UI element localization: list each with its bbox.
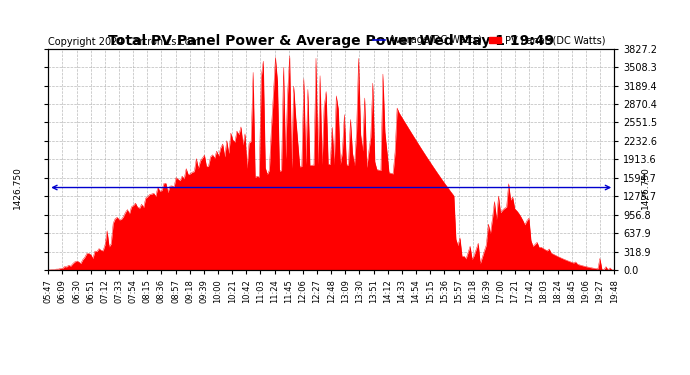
Text: 1426.750: 1426.750	[641, 166, 650, 209]
Text: Copyright 2024 Cartronics.com: Copyright 2024 Cartronics.com	[48, 36, 200, 46]
Text: 1426.750: 1426.750	[12, 166, 21, 209]
Title: Total PV Panel Power & Average Power Wed May 1 19:49: Total PV Panel Power & Average Power Wed…	[108, 34, 554, 48]
Legend: Average(DC Watts), PV Panels(DC Watts): Average(DC Watts), PV Panels(DC Watts)	[369, 32, 609, 49]
